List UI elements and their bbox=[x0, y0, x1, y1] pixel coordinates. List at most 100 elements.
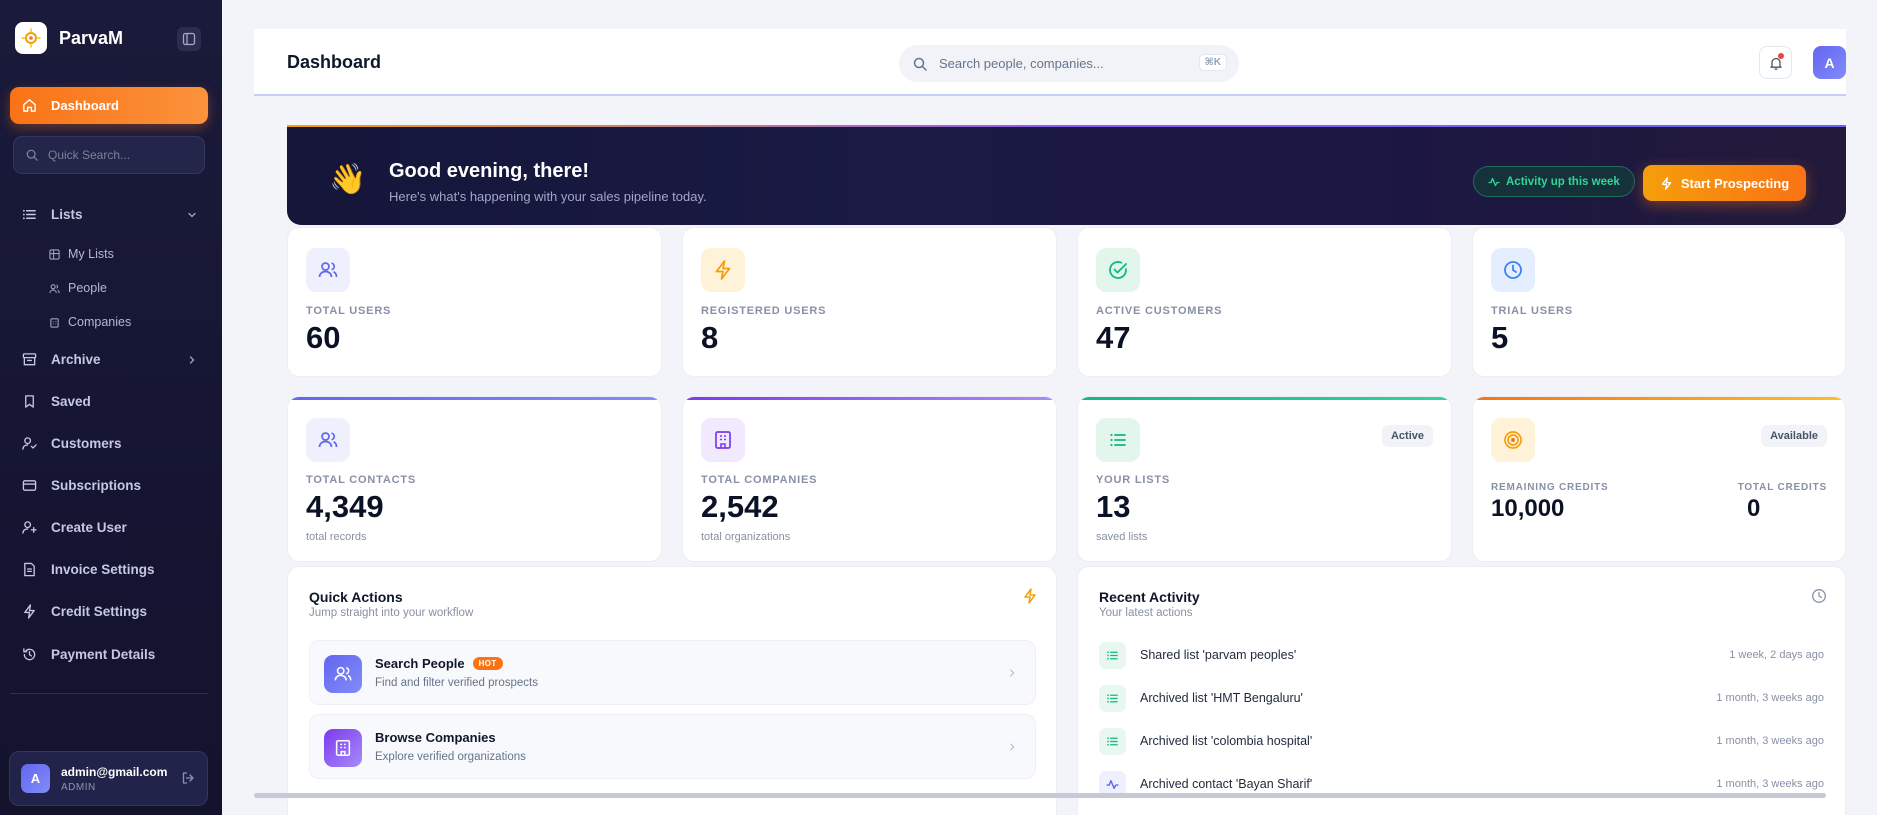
quick-action-title: Search People HOT bbox=[375, 656, 503, 671]
list-icon bbox=[1099, 727, 1126, 755]
chevron-down-icon bbox=[188, 212, 196, 217]
panel-title: Recent Activity bbox=[1099, 589, 1200, 605]
sidebar-item-credit-settings[interactable]: Credit Settings bbox=[22, 604, 198, 619]
banner-accent-line bbox=[287, 125, 1846, 127]
greeting-title: Good evening, there! bbox=[389, 160, 590, 182]
target-icon bbox=[1491, 418, 1535, 462]
list-icon bbox=[1096, 418, 1140, 462]
activity-icon bbox=[1488, 177, 1500, 186]
user-card[interactable]: A admin@gmail.com ADMIN bbox=[9, 751, 208, 806]
stat-sub: total organizations bbox=[701, 531, 791, 543]
stat-value: 47 bbox=[1096, 320, 1131, 355]
building-icon bbox=[324, 729, 362, 767]
horizontal-scrollbar[interactable] bbox=[254, 793, 1826, 798]
total-credits-value: 0 bbox=[1747, 495, 1761, 522]
stat-card-total-companies: TOTAL COMPANIES 2,542 total organization… bbox=[682, 396, 1057, 562]
quick-action-title-text: Search People bbox=[375, 656, 465, 671]
sidebar-item-label: Payment Details bbox=[51, 647, 156, 662]
building-icon bbox=[701, 418, 745, 462]
notifications-button[interactable] bbox=[1759, 46, 1792, 79]
brand[interactable]: ParvaM bbox=[15, 22, 123, 54]
logout-button[interactable] bbox=[181, 771, 195, 785]
global-search[interactable]: ⌘K bbox=[899, 45, 1239, 82]
sidebar-item-archive[interactable]: Archive bbox=[22, 352, 198, 367]
bell-icon bbox=[1769, 57, 1782, 70]
user-plus-icon bbox=[22, 521, 37, 534]
panel-subtitle: Your latest actions bbox=[1099, 607, 1193, 619]
activity-text: Archived list 'HMT Bengaluru' bbox=[1140, 691, 1303, 705]
card-accent-bar bbox=[1078, 397, 1451, 400]
sidebar-item-lists[interactable]: Lists bbox=[22, 207, 198, 222]
sidebar-item-dashboard[interactable]: Dashboard bbox=[10, 87, 208, 124]
activity-text: Archived contact 'Bayan Sharif' bbox=[1140, 777, 1313, 791]
list-icon bbox=[22, 209, 36, 220]
total-credits-label: TOTAL CREDITS bbox=[1737, 482, 1827, 493]
users-icon bbox=[306, 418, 350, 462]
quick-actions-panel: Quick Actions Jump straight into your wo… bbox=[287, 566, 1057, 815]
sidebar-item-customers[interactable]: Customers bbox=[22, 436, 198, 451]
history-icon bbox=[23, 648, 36, 661]
list-icon bbox=[1099, 684, 1126, 712]
avatar: A bbox=[21, 764, 50, 793]
search-icon bbox=[913, 57, 927, 71]
activity-row[interactable]: Archived list 'HMT Bengaluru' 1 month, 3… bbox=[1099, 684, 1824, 712]
remaining-credits-value: 10,000 bbox=[1491, 495, 1565, 522]
sidebar-item-label: Credit Settings bbox=[51, 604, 148, 619]
page-title: Dashboard bbox=[287, 52, 382, 72]
stat-card-registered-users: REGISTERED USERS 8 bbox=[682, 227, 1057, 377]
stat-label: YOUR LISTS bbox=[1096, 474, 1171, 486]
search-icon bbox=[26, 149, 38, 161]
sidebar-item-label: Dashboard bbox=[51, 98, 119, 113]
quick-action-browse-companies[interactable]: Browse Companies Explore verified organi… bbox=[309, 714, 1036, 779]
activity-row[interactable]: Shared list 'parvam peoples' 1 week, 2 d… bbox=[1099, 641, 1824, 669]
activity-badge-label: Activity up this week bbox=[1506, 175, 1620, 188]
stat-card-your-lists: Active YOUR LISTS 13 saved lists bbox=[1077, 396, 1452, 562]
quick-action-title-text: Browse Companies bbox=[375, 730, 496, 745]
search-input[interactable] bbox=[939, 56, 1179, 71]
check-circle-icon bbox=[1096, 248, 1140, 292]
sidebar-item-label: Archive bbox=[51, 352, 101, 367]
sidebar-item-payment-details[interactable]: Payment Details bbox=[22, 647, 198, 662]
chevron-right-icon bbox=[1007, 668, 1017, 678]
stat-label: TOTAL USERS bbox=[306, 305, 392, 317]
sidebar-item-invoice-settings[interactable]: Invoice Settings bbox=[22, 562, 198, 577]
chevron-right-icon bbox=[1007, 742, 1017, 752]
stat-value: 4,349 bbox=[306, 489, 384, 524]
sidebar-item-label: Subscriptions bbox=[51, 478, 142, 493]
hot-badge: HOT bbox=[472, 657, 503, 670]
quick-action-search-people[interactable]: Search People HOT Find and filter verifi… bbox=[309, 640, 1036, 705]
activity-time: 1 week, 2 days ago bbox=[1729, 649, 1824, 661]
sidebar-item-create-user[interactable]: Create User bbox=[22, 520, 198, 535]
card-accent-bar bbox=[1473, 397, 1845, 400]
stat-label: REGISTERED USERS bbox=[701, 305, 827, 317]
users-icon bbox=[49, 283, 60, 293]
sidebar-subitem-label: Companies bbox=[68, 315, 132, 329]
quick-search[interactable] bbox=[13, 136, 205, 174]
user-email: admin@gmail.com bbox=[61, 764, 168, 779]
activity-time: 1 month, 3 weeks ago bbox=[1716, 735, 1824, 747]
clock-icon bbox=[1491, 248, 1535, 292]
top-header: Dashboard ⌘K A bbox=[254, 29, 1846, 96]
start-prospecting-button[interactable]: Start Prospecting bbox=[1643, 165, 1806, 201]
quick-action-subtitle: Find and filter verified prospects bbox=[375, 677, 538, 689]
stat-label: ACTIVE CUSTOMERS bbox=[1096, 305, 1223, 317]
clock-icon[interactable] bbox=[1811, 588, 1827, 604]
stat-label: TOTAL COMPANIES bbox=[701, 474, 818, 486]
sidebar-item-saved[interactable]: Saved bbox=[22, 394, 198, 409]
sidebar-subitem-people[interactable]: People bbox=[49, 281, 107, 295]
sidebar: ParvaM Dashboard Lists My Lists People C… bbox=[0, 0, 222, 815]
sidebar-item-label: Create User bbox=[51, 520, 127, 535]
brand-name: ParvaM bbox=[59, 27, 124, 48]
card-accent-bar bbox=[288, 397, 661, 400]
sidebar-subitem-companies[interactable]: Companies bbox=[49, 315, 131, 329]
sidebar-subitem-my-lists[interactable]: My Lists bbox=[49, 247, 114, 261]
collapse-sidebar-button[interactable] bbox=[177, 27, 201, 51]
activity-row[interactable]: Archived list 'colombia hospital' 1 mont… bbox=[1099, 727, 1824, 755]
sidebar-item-subscriptions[interactable]: Subscriptions bbox=[22, 478, 198, 493]
quick-search-input[interactable] bbox=[48, 148, 188, 162]
stat-value: 60 bbox=[306, 320, 341, 355]
avatar[interactable]: A bbox=[1813, 46, 1846, 79]
activity-text: Archived list 'colombia hospital' bbox=[1140, 734, 1313, 748]
sidebar-item-label: Invoice Settings bbox=[51, 562, 155, 577]
remaining-credits-label: REMAINING CREDITS bbox=[1491, 482, 1609, 493]
